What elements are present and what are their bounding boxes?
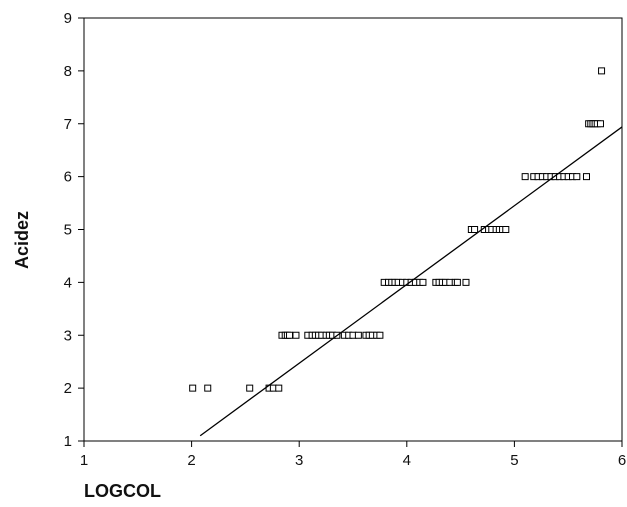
x-axis-title: LOGCOL [84, 481, 161, 501]
data-point [582, 173, 590, 181]
x-tick-label: 1 [80, 452, 88, 469]
y-axis-title: Acidez [12, 211, 32, 269]
data-point [598, 67, 606, 75]
data-point [286, 331, 294, 339]
plot-frame [83, 17, 623, 442]
y-tick-label: 5 [64, 222, 72, 239]
data-point [471, 226, 479, 233]
data-point [573, 173, 581, 181]
x-tick-label: 5 [510, 452, 518, 469]
x-tick-label: 6 [618, 452, 626, 469]
y-tick-label: 4 [64, 274, 72, 291]
data-point [502, 226, 510, 233]
fit-line-group [199, 126, 623, 437]
data-point [453, 278, 461, 286]
x-tick-label: 3 [295, 452, 303, 469]
data-points [189, 67, 606, 392]
fit-line [199, 126, 623, 437]
data-point [354, 331, 362, 339]
axes: 1 2 3 4 5 6 1 2 3 4 5 6 7 8 9 [64, 10, 627, 469]
x-tick-label: 4 [403, 452, 411, 469]
data-point [419, 278, 427, 286]
y-tick-label: 8 [64, 63, 72, 80]
data-point [376, 331, 384, 339]
data-point [462, 278, 470, 286]
y-tick-label: 1 [64, 433, 72, 450]
data-point [189, 384, 197, 392]
data-point [521, 173, 529, 181]
data-point [204, 384, 212, 392]
data-point [596, 120, 604, 128]
data-point [275, 384, 283, 392]
x-tick-label: 2 [187, 452, 195, 469]
data-point [246, 384, 254, 392]
data-point [292, 331, 300, 339]
y-tick-label: 7 [64, 116, 72, 133]
y-tick-label: 3 [64, 327, 72, 344]
y-tick-label: 6 [64, 169, 72, 186]
y-tick-label: 9 [64, 10, 72, 27]
y-tick-label: 2 [64, 380, 72, 397]
